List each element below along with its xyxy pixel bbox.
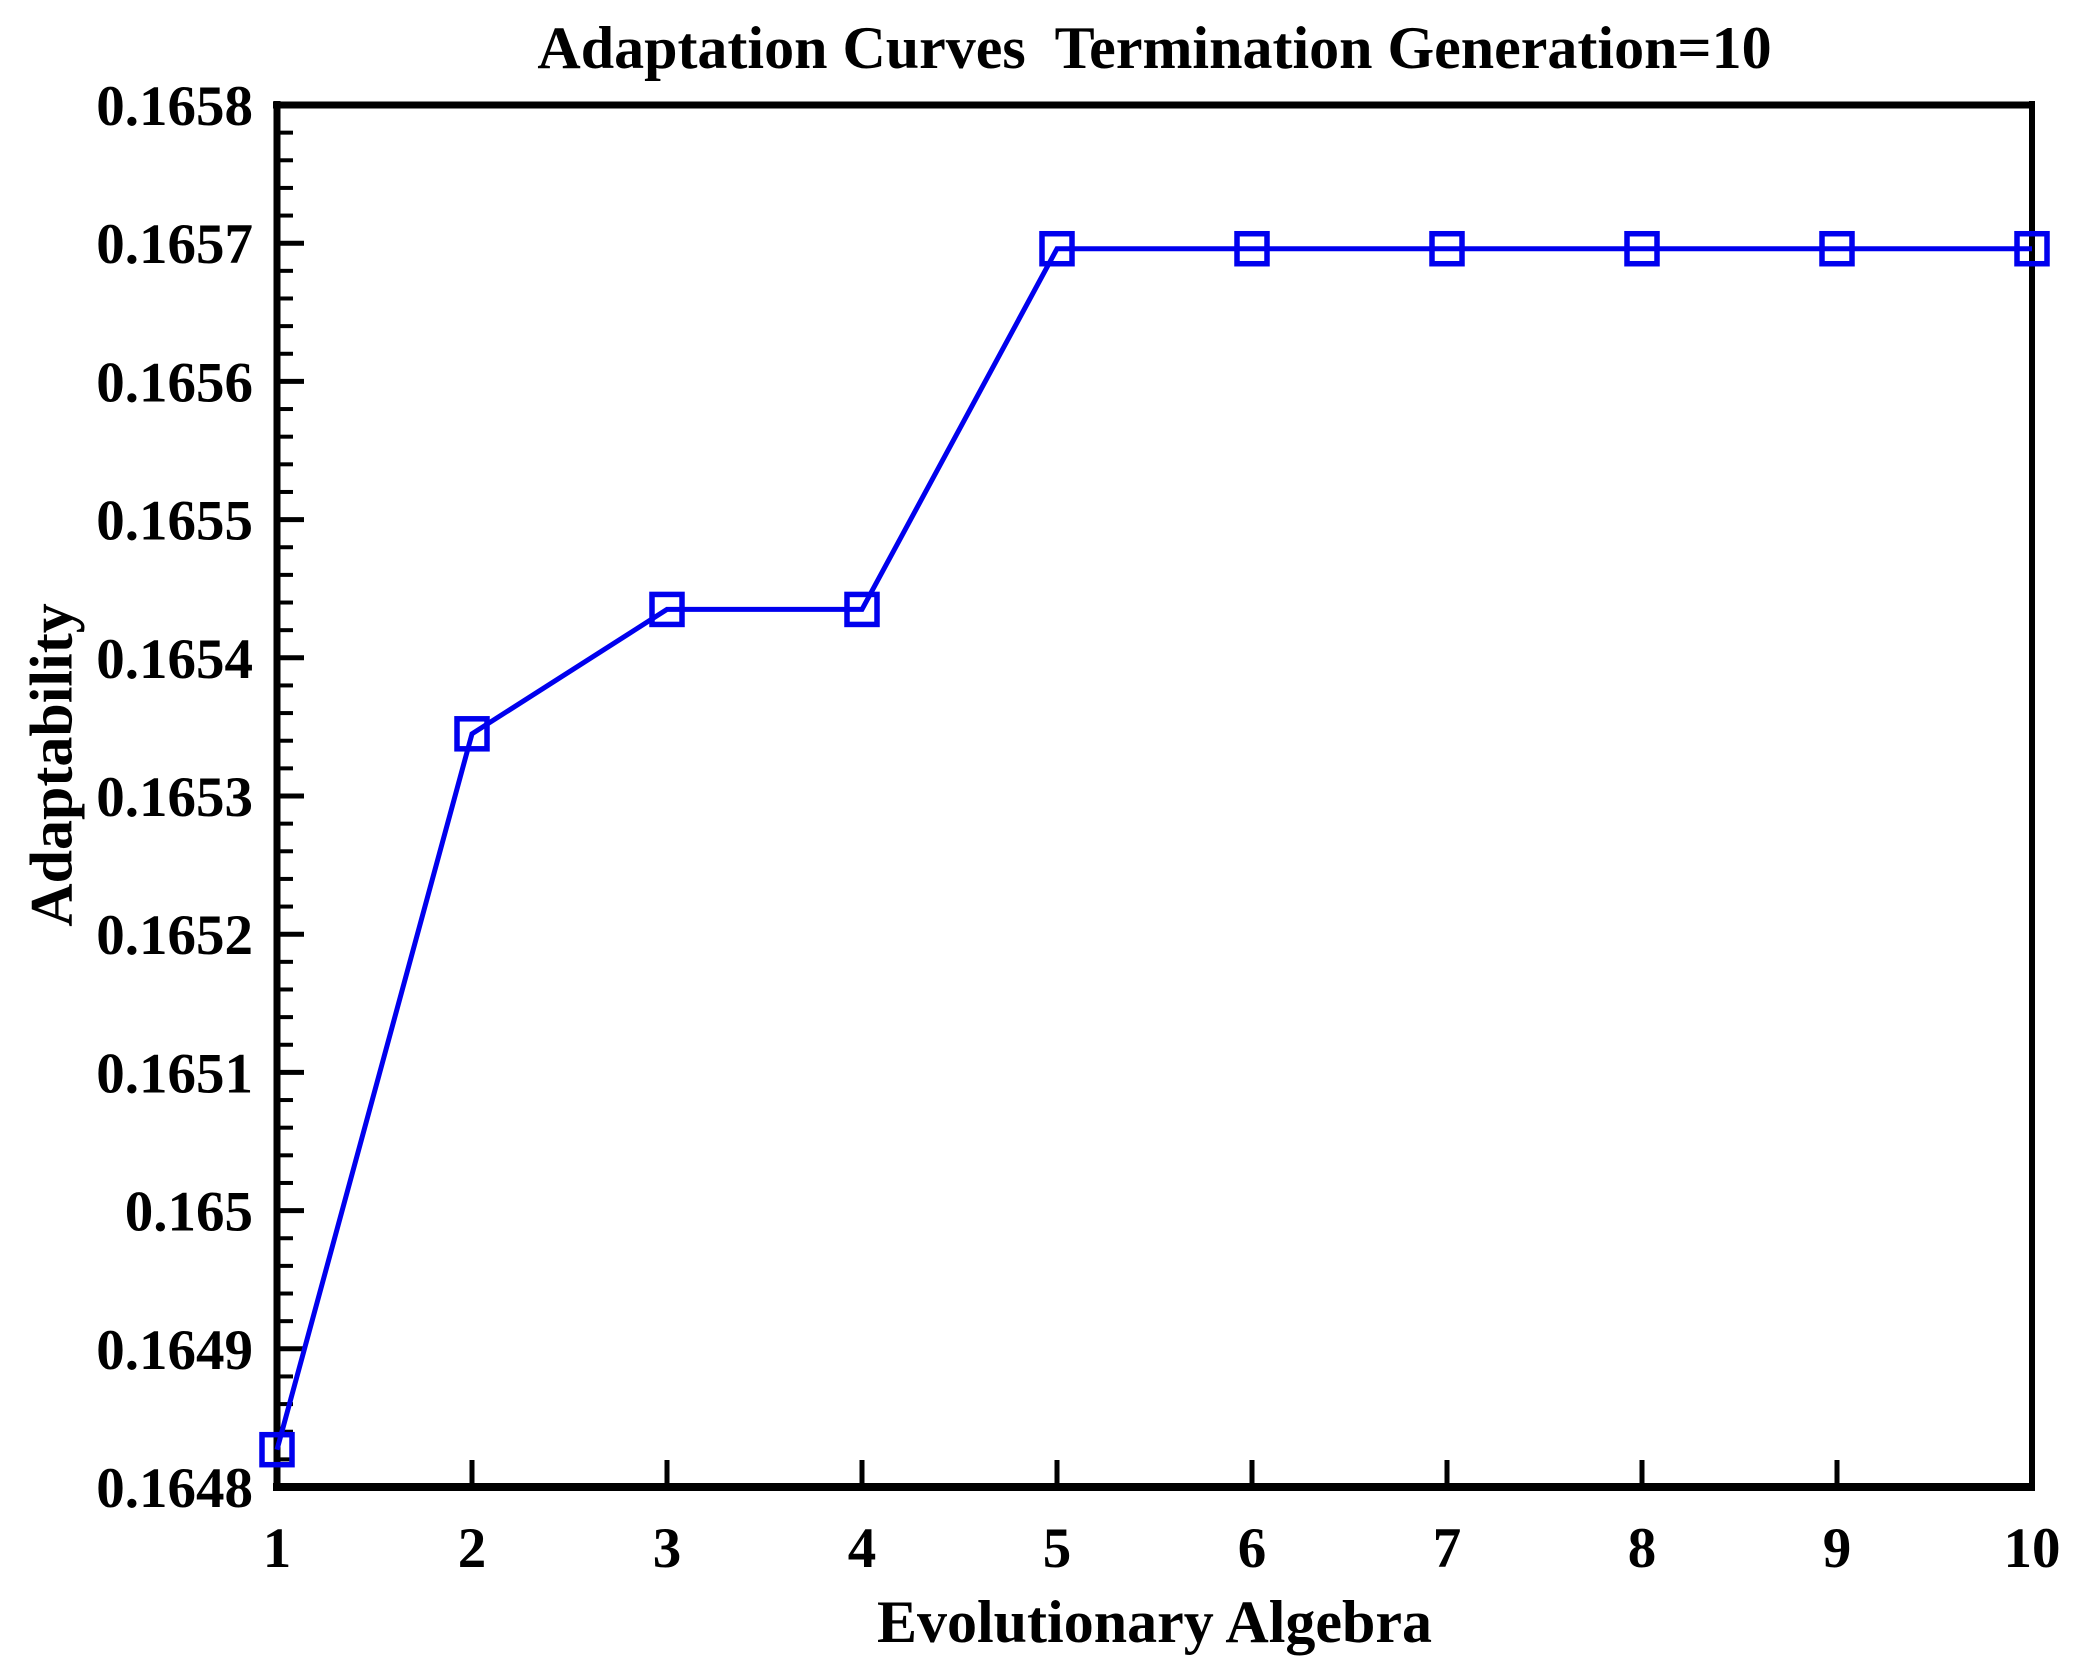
y-tick-label: 0.1652: [96, 904, 253, 967]
x-tick-label: 9: [1823, 1517, 1852, 1580]
data-point-marker: [1819, 230, 1855, 267]
x-tick-label: 7: [1433, 1517, 1462, 1580]
data-point-marker: [844, 591, 880, 628]
y-tick-label: 0.1653: [96, 766, 253, 829]
x-tick-label: 6: [1238, 1517, 1267, 1580]
data-point-marker: [2014, 230, 2050, 267]
series-line: [274, 246, 2032, 1451]
x-tick-label: 8: [1628, 1517, 1657, 1580]
data-point-marker: [259, 1431, 295, 1468]
y-tick-label: 0.1651: [96, 1042, 253, 1105]
data-point-marker: [454, 716, 490, 752]
x-tick-label: 5: [1043, 1517, 1072, 1580]
y-tick-label: 0.1648: [96, 1457, 253, 1520]
y-tick-label: 0.1655: [96, 490, 253, 553]
x-axis-label: Evolutionary Algebra: [876, 1589, 1433, 1655]
y-tick-label: 0.1656: [96, 351, 253, 414]
x-tick-label: 4: [848, 1517, 877, 1580]
data-point-marker: [1624, 230, 1660, 267]
y-tick-label: 0.1649: [96, 1319, 253, 1382]
y-tick-label: 0.1658: [96, 75, 253, 138]
x-tick-label: 3: [653, 1517, 682, 1580]
data-point-marker: [1039, 230, 1075, 267]
chart-title: Adaptation Curves Termination Generation…: [537, 15, 1772, 81]
y-tick-label: 0.1654: [96, 628, 253, 691]
y-tick-label: 0.1657: [96, 213, 253, 276]
x-tick-label: 2: [458, 1517, 487, 1580]
x-tick-label: 10: [2004, 1517, 2061, 1580]
data-point-marker: [649, 591, 685, 628]
data-point-marker: [1429, 230, 1465, 267]
data-point-marker: [1234, 230, 1270, 267]
y-tick-label: 0.165: [125, 1181, 253, 1244]
x-tick-label: 1: [263, 1517, 292, 1580]
